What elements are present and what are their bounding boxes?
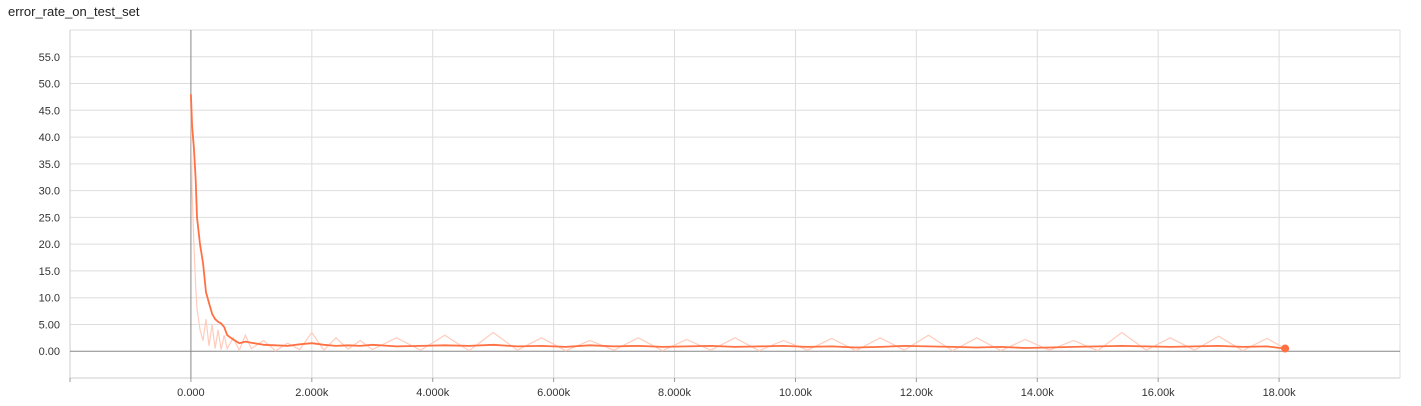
x-tick-label: 12.00k xyxy=(900,387,934,399)
x-tick-label: 0.000 xyxy=(177,387,205,399)
y-tick-label: 40.0 xyxy=(39,132,60,144)
x-tick-label: 2.000k xyxy=(295,387,329,399)
x-tick-label: 10.00k xyxy=(779,387,813,399)
chart-title: error_rate_on_test_set xyxy=(8,4,140,19)
y-tick-label: 55.0 xyxy=(39,52,60,64)
y-tick-label: 35.0 xyxy=(39,159,60,171)
series-line xyxy=(190,94,1286,350)
chart-axes xyxy=(69,29,1401,382)
y-tick-label: 0.00 xyxy=(39,346,60,358)
series-raw-line xyxy=(190,94,1286,352)
y-tick-label: 30.0 xyxy=(39,186,60,198)
chart-tick-labels: 0.00 5.00 10.0 15.0 20.0 25.0 30.0 35.0 40.0 45.0… xyxy=(39,52,1297,399)
x-tick-label: 18.00k xyxy=(1263,387,1297,399)
x-tick-label: 8.000k xyxy=(658,387,692,399)
x-tick-label: 14.00k xyxy=(1021,387,1055,399)
chart-series xyxy=(190,94,1290,353)
x-tick-label: 16.00k xyxy=(1142,387,1176,399)
x-tick-label: 6.000k xyxy=(537,387,571,399)
y-tick-label: 10.0 xyxy=(39,293,60,305)
x-tick-label: 4.000k xyxy=(416,387,450,399)
chart-grid xyxy=(70,30,1400,378)
y-tick-label: 50.0 xyxy=(39,79,60,91)
y-tick-label: 5.00 xyxy=(39,319,60,331)
y-tick-label: 15.0 xyxy=(39,266,60,278)
series-last-point xyxy=(1281,344,1290,353)
y-tick-label: 25.0 xyxy=(39,212,60,224)
y-tick-label: 20.0 xyxy=(39,239,60,251)
y-tick-label: 45.0 xyxy=(39,105,60,117)
